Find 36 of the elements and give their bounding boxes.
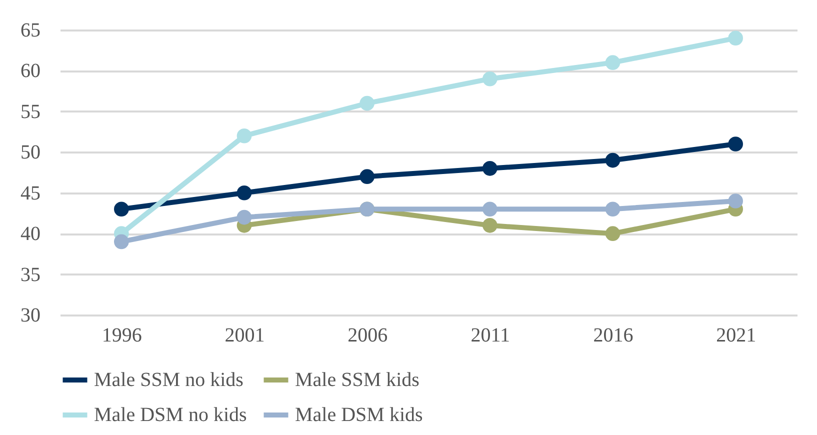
point <box>605 226 620 241</box>
y-tick-label: 60 <box>20 60 40 82</box>
point <box>605 152 620 168</box>
y-tick-label: 40 <box>20 223 40 246</box>
x-tick-label: 2006 <box>348 324 388 346</box>
point <box>728 136 743 152</box>
point <box>360 96 374 111</box>
y-tick-label: 50 <box>20 142 40 164</box>
y-tick-label: 35 <box>20 264 40 286</box>
legend-label: Male SSM kids <box>295 369 420 391</box>
legend-label: Male SSM no kids <box>94 369 244 391</box>
y-tick-label: 55 <box>20 100 40 123</box>
y-tick-label: 65 <box>20 20 40 42</box>
x-tick-label: 2016 <box>593 324 634 346</box>
point <box>482 71 498 86</box>
legend-label: Male DSM kids <box>295 404 423 426</box>
point <box>236 210 252 225</box>
point <box>360 169 374 184</box>
x-tick-label: 2021 <box>716 324 756 346</box>
point <box>605 55 620 70</box>
point <box>482 218 498 233</box>
x-tick-label: 2001 <box>224 324 265 346</box>
point <box>482 161 498 176</box>
point <box>236 185 252 200</box>
point <box>728 194 743 208</box>
legend-label: Male DSM no kids <box>94 404 247 426</box>
x-tick-label: 1996 <box>102 324 142 346</box>
point <box>114 234 129 250</box>
point <box>114 202 129 217</box>
point <box>482 202 498 217</box>
point <box>605 202 620 217</box>
x-tick-label: 2011 <box>470 324 510 346</box>
point <box>236 128 252 144</box>
point <box>728 30 743 46</box>
y-tick-label: 45 <box>20 182 40 204</box>
y-tick-label: 30 <box>20 304 40 326</box>
